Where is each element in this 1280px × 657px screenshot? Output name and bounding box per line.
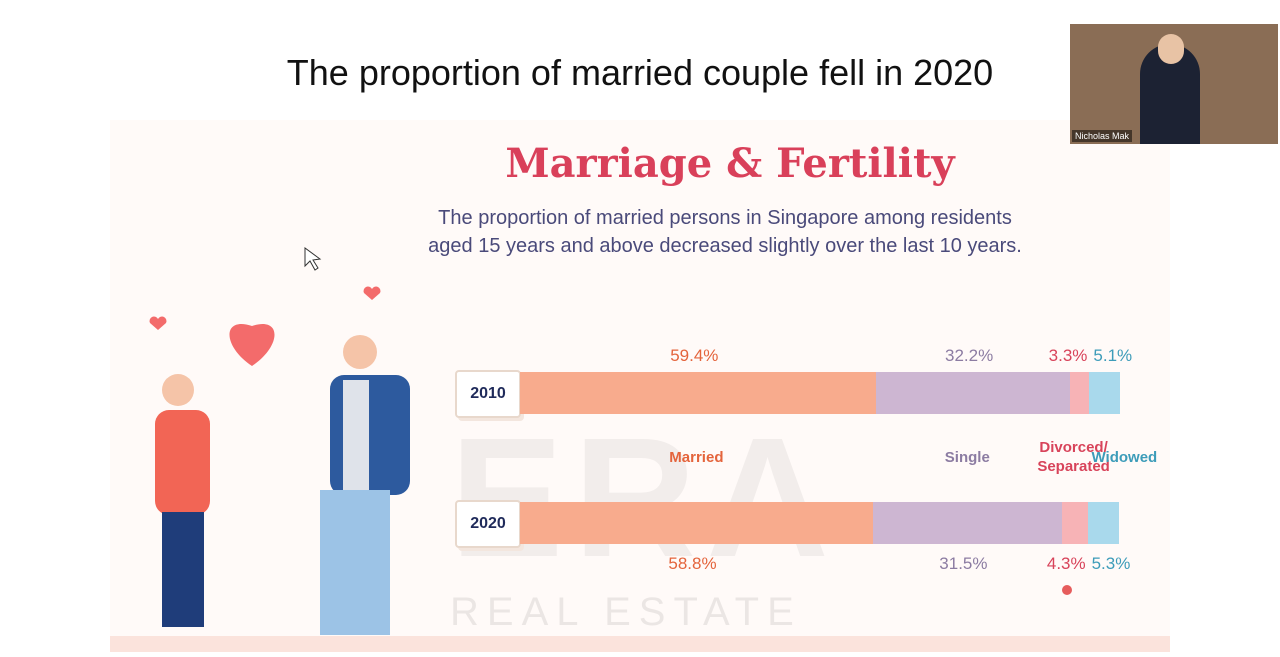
pointer-dot	[1062, 585, 1072, 595]
bar-segment	[1089, 372, 1120, 414]
legend-label: Married	[669, 449, 724, 466]
legend-label: Divorced/ Separated	[1037, 439, 1110, 475]
participant-name: Nicholas Mak	[1072, 130, 1133, 142]
value-label: 5.3%	[1091, 554, 1131, 573]
bar-segment	[520, 372, 877, 414]
chart-title: Marriage & Fertility	[505, 140, 955, 187]
legend-label: Single	[944, 449, 990, 466]
bar-segment	[1061, 502, 1088, 544]
year-badge: 2020	[455, 500, 521, 548]
value-label: 58.8%	[668, 554, 717, 573]
value-label: 4.3%	[1046, 554, 1086, 573]
woman-body	[155, 410, 210, 515]
floor	[110, 636, 1170, 652]
bar-segment	[872, 502, 1062, 544]
man-head	[343, 335, 377, 369]
man-legs	[320, 490, 390, 635]
chart-subtitle: The proportion of married persons in Sin…	[428, 207, 1022, 257]
cursor	[304, 247, 322, 271]
bar-segment	[876, 372, 1070, 414]
webcam-tile: Nicholas Mak	[1070, 24, 1278, 144]
slide-heading: The proportion of married couple fell in…	[286, 52, 994, 93]
watermark-text: REAL ESTATE	[450, 590, 802, 634]
bar-segment	[1069, 372, 1090, 414]
heart-icon	[363, 286, 381, 300]
watermark-logo: ERA	[450, 403, 839, 593]
value-label: 5.1%	[1093, 346, 1133, 365]
legend-label: Widowed	[1091, 449, 1158, 466]
value-label: 32.2%	[945, 346, 994, 365]
bar-segment	[520, 502, 873, 544]
heart-icon	[149, 316, 167, 330]
year-badge: 2010	[455, 370, 521, 418]
value-label: 59.4%	[670, 346, 719, 365]
man-shirt	[343, 380, 369, 490]
woman-legs	[162, 512, 204, 627]
bar-segment	[1087, 502, 1120, 544]
heart-icon	[229, 324, 275, 366]
woman-head	[162, 374, 194, 406]
value-label: 3.3%	[1048, 346, 1088, 365]
presenter-face	[1158, 34, 1184, 64]
value-label: 31.5%	[939, 554, 988, 573]
